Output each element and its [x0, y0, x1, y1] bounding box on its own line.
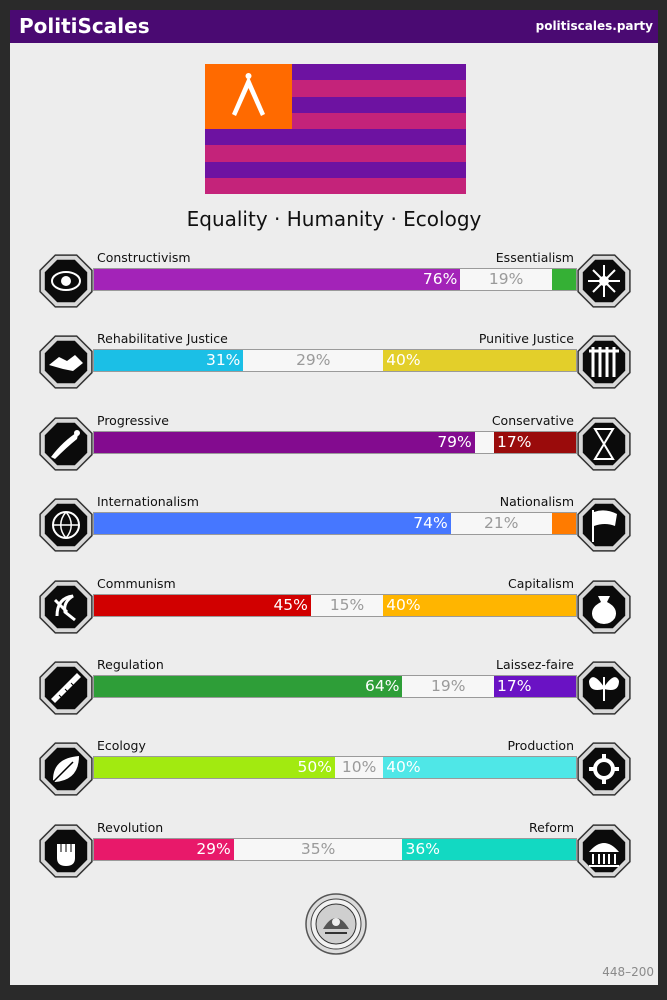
flag-canton: [205, 64, 292, 129]
axis-left-percent: 79%: [437, 432, 472, 451]
axis-center-percent: 29%: [296, 351, 331, 370]
axis-center-percent: 15%: [329, 595, 365, 614]
axis-bar-right-segment: [402, 838, 576, 860]
fist-icon: [39, 824, 93, 878]
leaf-icon: [39, 742, 93, 797]
axis-right-label: Production: [507, 738, 574, 754]
axis-bar: 79% 17%: [93, 430, 577, 454]
axis-left-label: Ecology: [97, 738, 146, 754]
axis-right-label: Capitalism: [508, 575, 574, 591]
axis-bar-right-segment: [551, 513, 576, 535]
compass-icon: [232, 73, 265, 116]
axis-center-percent: 19%: [488, 270, 524, 288]
eye-icon: [39, 254, 93, 308]
axis-bar-right-segment: [383, 594, 576, 616]
axis-row: Progressive Conservative 79% 17%: [10, 412, 658, 484]
gear-icon: [577, 742, 631, 797]
header-bar: PolitiScales politiscales.party: [10, 10, 658, 43]
axis-bar-left-segment: [94, 269, 461, 290]
axis-bar: 76% 19%: [93, 268, 577, 291]
axis-bar: 29% 35% 36%: [93, 837, 577, 861]
axis-bar-left-segment: [94, 431, 475, 453]
axis-right-percent: 17%: [497, 677, 532, 695]
version-label: 448–200: [602, 965, 654, 979]
party-flag: [205, 64, 466, 194]
axis-row: Communism Capitalism 45% 15% 40%: [10, 575, 658, 647]
ruler-icon: [39, 661, 93, 715]
party-motto: Equality · Humanity · Ecology: [186, 207, 482, 231]
axis-right-label: Conservative: [491, 412, 574, 428]
comet-icon: [39, 417, 93, 471]
money-bag-icon: [577, 579, 631, 634]
axis-bar-right-segment: [383, 350, 576, 372]
butterfly-icon: [577, 661, 631, 715]
axis-right-percent: 36%: [405, 839, 440, 858]
axis-bar: 64% 19% 17%: [93, 675, 577, 698]
axis-bar-right-segment: [551, 269, 576, 290]
globe-icon: [39, 498, 93, 552]
axis-right-label: Reform: [529, 819, 574, 835]
axis-right-label: Punitive Justice: [478, 331, 574, 347]
axis-row: Revolution Reform 29% 35% 36%: [10, 819, 658, 891]
axis-bar-right-segment: [494, 431, 576, 453]
axis-center-percent: 21%: [484, 514, 519, 533]
flower-icon: [577, 254, 631, 308]
axis-left-percent: 64%: [365, 677, 400, 695]
axis-left-percent: 76%: [422, 270, 458, 288]
axis-left-percent: 29%: [196, 839, 231, 858]
axis-center-percent: 35%: [300, 839, 336, 858]
axis-bar: 50% 10% 40%: [93, 756, 577, 780]
axis-bar-left-segment: [94, 513, 451, 535]
seal-icon: [305, 893, 367, 955]
handshake-icon: [39, 335, 93, 390]
axis-bar-left-segment: [94, 676, 403, 697]
axis-row: Constructivism Essentialism 76% 19%: [10, 250, 658, 321]
axis-row: Internationalism Nationalism 74% 21%: [10, 494, 658, 565]
axis-bar-left-segment: [94, 757, 335, 779]
flag-icon: [577, 498, 631, 552]
brand-title: PolitiScales: [19, 14, 150, 38]
axis-left-percent: 50%: [297, 758, 332, 777]
axis-row: Ecology Production 50% 10% 40%: [10, 738, 658, 809]
axis-right-label: Laissez-faire: [496, 657, 574, 672]
axis-bar-left-segment: [94, 594, 311, 616]
prison-bars-icon: [577, 335, 631, 390]
axis-center-percent: 19%: [431, 677, 466, 695]
hammer-sickle-icon: [39, 579, 93, 634]
axis-left-label: Revolution: [97, 819, 164, 835]
axis-bar: 31% 29% 40%: [93, 349, 577, 373]
results-card: PolitiScales politiscales.party Equality…: [10, 10, 658, 985]
axis-right-label: Nationalism: [499, 494, 574, 510]
axis-left-percent: 45%: [273, 595, 308, 614]
axis-right-percent: 40%: [386, 351, 421, 370]
axis-left-label: Constructivism: [97, 250, 191, 265]
axis-center-percent: 10%: [341, 758, 377, 777]
axis-bar-right-segment: [383, 757, 576, 779]
axis-row: Rehabilitative Justice Punitive Justice 31…: [10, 331, 658, 402]
axis-left-label: Progressive: [97, 412, 169, 428]
site-url[interactable]: politiscales.party: [535, 19, 653, 33]
axis-right-label: Essentialism: [495, 250, 574, 265]
axis-left-label: Regulation: [97, 657, 164, 672]
axis-bar-left-segment: [94, 350, 244, 372]
axis-right-percent: 17%: [497, 432, 532, 451]
axis-left-label: Communism: [97, 575, 176, 591]
axis-right-percent: 40%: [386, 758, 421, 777]
axis-bar-left-segment: [94, 838, 234, 860]
axis-bar: 45% 15% 40%: [93, 593, 577, 617]
axis-left-label: Internationalism: [97, 494, 199, 510]
axis-bar: 74% 21%: [93, 512, 577, 536]
axis-row: Regulation Laissez-faire 64% 19% 17%: [10, 657, 658, 728]
parliament-icon: [577, 824, 631, 878]
hourglass-icon: [577, 417, 631, 471]
axis-right-percent: 40%: [386, 595, 421, 614]
axis-left-percent: 74%: [413, 514, 448, 533]
axis-left-percent: 31%: [205, 351, 241, 370]
axis-bar-right-segment: [494, 676, 576, 697]
axis-left-label: Rehabilitative Justice: [97, 331, 228, 347]
